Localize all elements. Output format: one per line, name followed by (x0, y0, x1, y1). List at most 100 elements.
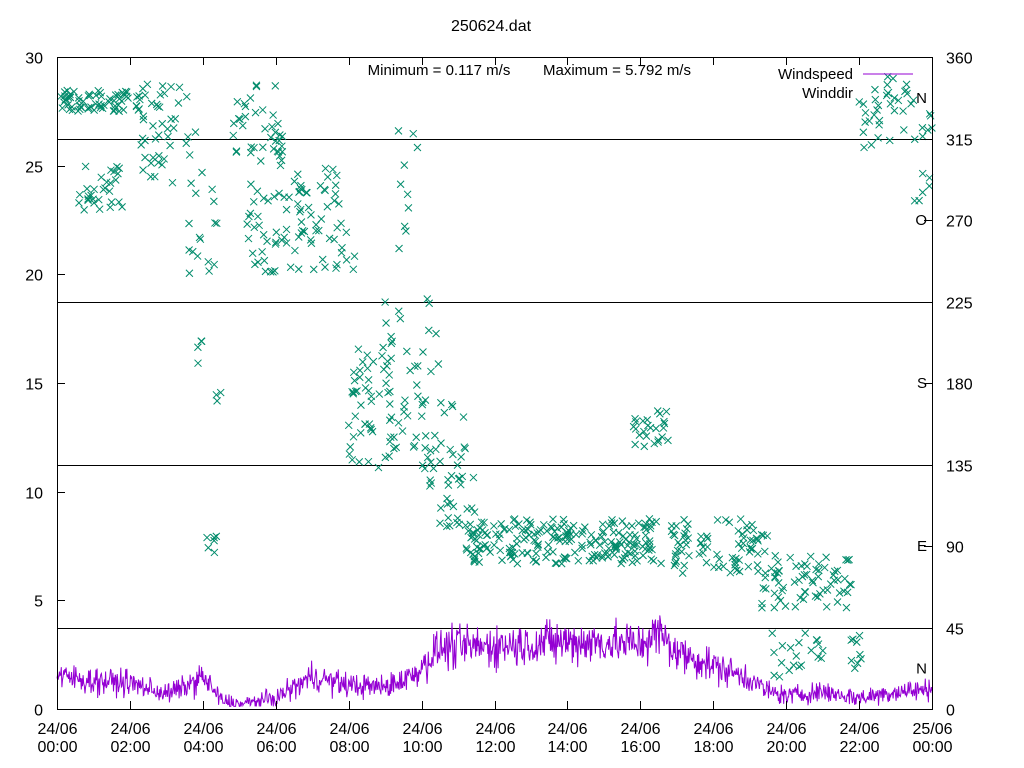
winddir-point (106, 203, 115, 212)
winddir-point (386, 387, 394, 396)
winddir-point (90, 199, 98, 207)
winddir-point (271, 128, 280, 137)
x-tick-label-time: 16:00 (620, 739, 660, 756)
winddir-point (559, 554, 568, 563)
winddir-point (808, 576, 817, 585)
winddir-point (590, 550, 599, 559)
winddir-point (768, 629, 777, 638)
winddir-point (252, 82, 261, 91)
winddir-point (282, 225, 291, 234)
winddir-point (91, 99, 100, 108)
winddir-point (233, 97, 242, 106)
winddir-point (346, 443, 355, 451)
winddir-point (604, 544, 613, 553)
winddir-point (770, 648, 778, 657)
x-tick-label-date: 24/06 (37, 721, 77, 738)
winddir-point (641, 519, 650, 528)
winddir-point (713, 550, 721, 559)
winddir-point (710, 563, 718, 571)
winddir-point (473, 543, 481, 551)
winddir-point (757, 530, 766, 539)
winddir-point (619, 532, 628, 540)
winddir-point (99, 185, 108, 194)
winddir-point (402, 347, 411, 356)
winddir-point (660, 419, 669, 428)
x-tick-label-date: 25/06 (912, 721, 952, 738)
x-tick-label-time: 00:00 (912, 739, 952, 756)
winddir-point (356, 428, 365, 437)
winddir-point (466, 520, 475, 529)
winddir-point (246, 209, 255, 218)
x-tick-label-time: 18:00 (693, 739, 733, 756)
winddir-point (403, 190, 412, 199)
winddir-point (671, 559, 680, 568)
winddir-point (277, 156, 286, 165)
winddir-point (325, 234, 334, 243)
winddir-point (331, 181, 340, 190)
winddir-point (160, 89, 169, 98)
winddir-point (421, 432, 430, 440)
winddir-point (734, 540, 743, 548)
winddir-point (259, 230, 268, 239)
winddir-point (156, 90, 165, 99)
winddir-point (526, 520, 535, 529)
winddir-point (274, 119, 282, 128)
winddir-point (684, 534, 693, 542)
winddir-series (57, 72, 936, 681)
winddir-point (250, 223, 259, 232)
x-tick-label-date: 24/06 (766, 721, 806, 738)
winddir-point (547, 522, 555, 531)
winddir-point (149, 122, 157, 130)
winddir-point (593, 550, 602, 559)
winddir-point (80, 206, 89, 214)
winddir-point (743, 526, 751, 534)
winddir-point (652, 517, 661, 526)
winddir-point (379, 343, 387, 352)
winddir-point (152, 100, 161, 109)
winddir-point (166, 141, 174, 150)
winddir-point (754, 567, 762, 576)
winddir-point (344, 421, 353, 430)
winddir-point (420, 464, 429, 473)
winddir-point (290, 177, 299, 186)
winddir-point (264, 196, 272, 205)
winddir-point (349, 432, 358, 441)
winddir-point (802, 570, 811, 579)
winddir-point (254, 212, 262, 221)
compass-label: O (915, 212, 927, 229)
winddir-point (333, 260, 341, 269)
winddir-point (771, 572, 779, 581)
winddir-point (269, 145, 278, 153)
winddir-point (139, 112, 148, 121)
winddir-point (749, 536, 757, 545)
winddir-point (795, 638, 803, 647)
winddir-point (154, 131, 163, 139)
winddir-point (453, 461, 462, 469)
winddir-point (654, 436, 663, 444)
winddir-point (605, 522, 614, 530)
winddir-point (447, 400, 456, 409)
winddir-point (746, 543, 755, 552)
winddir-point (115, 164, 124, 173)
x-tick-label-date: 24/06 (329, 721, 369, 738)
winddir-point (385, 371, 394, 379)
winddir-point (203, 533, 211, 542)
winddir-point (713, 516, 722, 524)
winddir-point (235, 115, 244, 124)
minimum-label: Minimum = 0.117 m/s (368, 62, 511, 79)
winddir-point (773, 569, 782, 577)
winddir-point (421, 443, 430, 452)
x-tick-label-time: 00:00 (37, 739, 77, 756)
winddir-point (928, 124, 936, 132)
winddir-point (814, 640, 823, 648)
winddir-point (684, 520, 692, 529)
winddir-point (232, 147, 241, 156)
winddir-point (632, 417, 640, 426)
winddir-point (467, 533, 475, 542)
winddir-point (437, 398, 445, 407)
winddir-point (630, 539, 638, 548)
y-left-tick-label: 20 (25, 268, 43, 285)
x-tick-label-time: 06:00 (256, 739, 296, 756)
winddir-point (96, 88, 105, 97)
winddir-point (901, 87, 909, 96)
